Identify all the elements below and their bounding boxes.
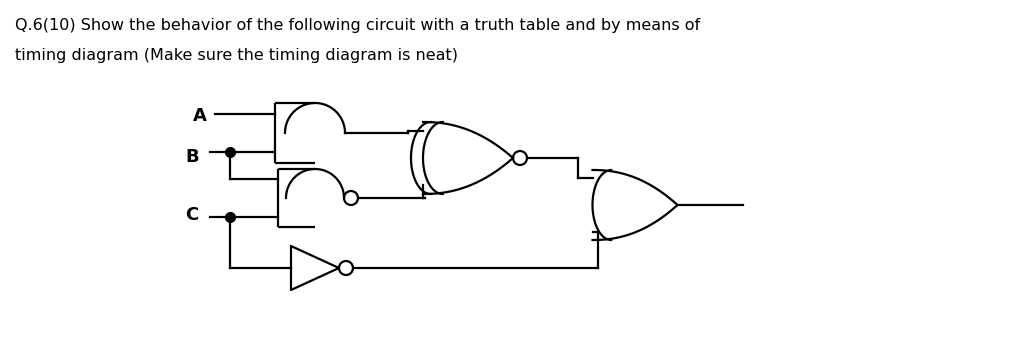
Text: A: A xyxy=(194,107,207,125)
Text: B: B xyxy=(185,148,199,166)
Text: timing diagram (Make sure the timing diagram is neat): timing diagram (Make sure the timing dia… xyxy=(15,48,458,63)
Text: C: C xyxy=(185,206,199,223)
Text: Q.6(10) Show the behavior of the following circuit with a truth table and by mea: Q.6(10) Show the behavior of the followi… xyxy=(15,18,700,33)
